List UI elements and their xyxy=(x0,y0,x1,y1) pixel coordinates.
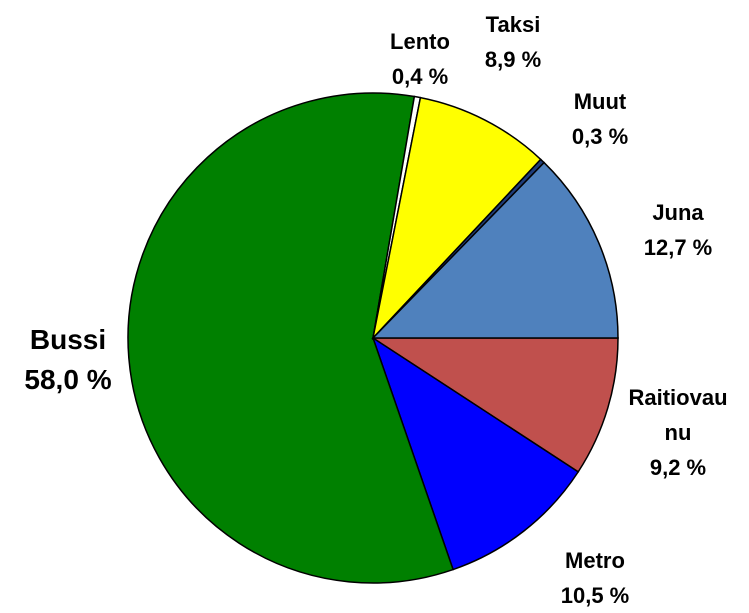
slice xyxy=(370,337,619,473)
value-label: 58,0 % xyxy=(24,364,112,395)
category-label: Taksi xyxy=(485,12,541,37)
slice-label: Juna 12,7 % xyxy=(644,195,713,265)
slice-label: Bussi 58,0 % xyxy=(24,320,111,400)
slice xyxy=(371,336,580,571)
slice-label: Muut 0,3 % xyxy=(572,84,628,154)
slice xyxy=(371,96,542,341)
category-label: Raitiovaunu xyxy=(628,385,728,445)
value-label: 10,5 % xyxy=(560,583,630,608)
value-label: 9,2 % xyxy=(649,455,707,480)
category-label: Metro xyxy=(565,548,625,573)
slice-label: Taksi 8,9 % xyxy=(485,7,541,77)
slice-label: Metro 10,5 % xyxy=(561,543,630,613)
slice xyxy=(371,161,619,339)
category-label: Juna xyxy=(652,200,704,225)
value-label: 0,3 % xyxy=(571,124,629,149)
category-label: Lento xyxy=(390,29,450,54)
slice xyxy=(127,92,455,584)
slice-label: Lento 0,4 % xyxy=(390,24,450,94)
value-label: 8,9 % xyxy=(484,47,542,72)
category-label: Muut xyxy=(573,89,627,114)
value-label: 12,7 % xyxy=(643,235,713,260)
category-label: Bussi xyxy=(29,324,107,355)
value-label: 0,4 % xyxy=(391,64,449,89)
slice-label: Raitiovaunu 9,2 % xyxy=(628,380,728,485)
